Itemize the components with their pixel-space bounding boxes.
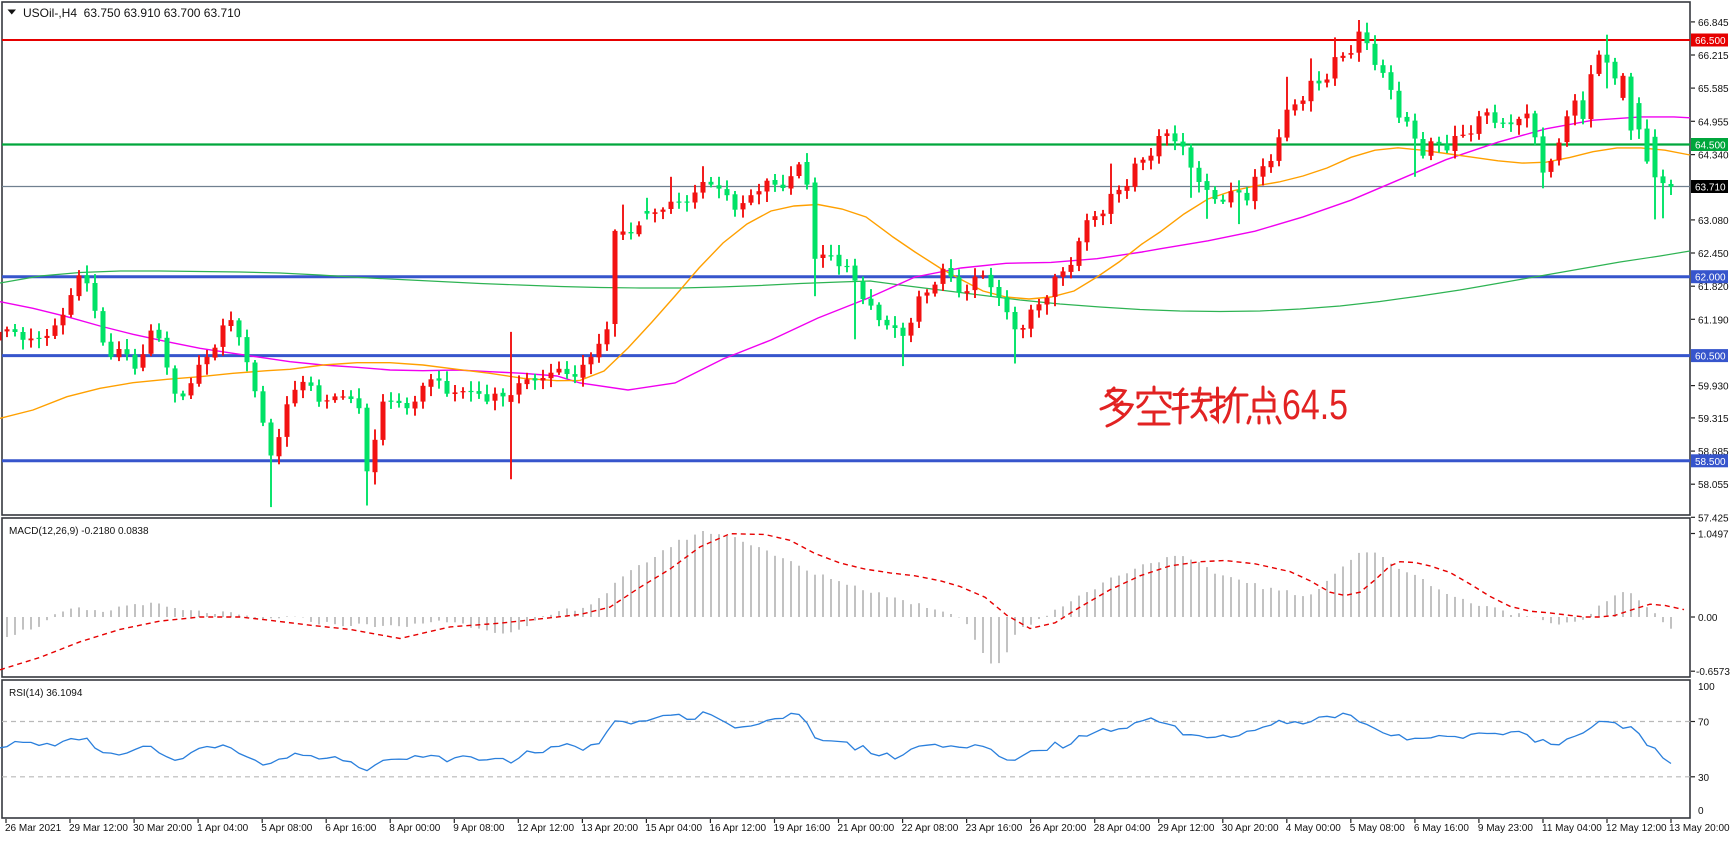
svg-text:8 Apr 00:00: 8 Apr 00:00 [389,823,441,834]
svg-text:6 Apr 16:00: 6 Apr 16:00 [325,823,377,834]
svg-text:22 Apr 08:00: 22 Apr 08:00 [902,823,959,834]
svg-text:61.190: 61.190 [1698,315,1729,326]
svg-text:63.710: 63.710 [1695,183,1726,194]
svg-text:26 Mar 2021: 26 Mar 2021 [5,823,62,834]
svg-text:13 May 20:00: 13 May 20:00 [1669,823,1730,834]
svg-text:5 May 08:00: 5 May 08:00 [1350,823,1405,834]
svg-text:-0.6573: -0.6573 [1696,667,1730,678]
svg-text:59.315: 59.315 [1698,414,1729,425]
svg-text:59.930: 59.930 [1698,382,1729,393]
svg-text:23 Apr 16:00: 23 Apr 16:00 [966,823,1023,834]
svg-text:57.425: 57.425 [1698,513,1729,524]
svg-text:63.080: 63.080 [1698,216,1729,227]
svg-text:1 Apr 04:00: 1 Apr 04:00 [197,823,249,834]
svg-text:21 Apr 00:00: 21 Apr 00:00 [838,823,895,834]
svg-text:13 Apr 20:00: 13 Apr 20:00 [581,823,638,834]
svg-text:MACD(12,26,9) -0.2180 0.0838: MACD(12,26,9) -0.2180 0.0838 [9,526,149,537]
svg-text:12 May 12:00: 12 May 12:00 [1606,823,1667,834]
svg-text:4 May 00:00: 4 May 00:00 [1286,823,1341,834]
svg-text:62.450: 62.450 [1698,249,1729,260]
svg-text:1.0497: 1.0497 [1698,530,1729,541]
svg-text:66.215: 66.215 [1698,51,1729,62]
svg-text:5 Apr 08:00: 5 Apr 08:00 [261,823,313,834]
svg-text:16 Apr 12:00: 16 Apr 12:00 [709,823,766,834]
svg-text:28 Apr 04:00: 28 Apr 04:00 [1094,823,1151,834]
svg-text:RSI(14) 36.1094: RSI(14) 36.1094 [9,688,83,699]
svg-text:USOil-,H4 63.750 63.910 63.70: USOil-,H4 63.750 63.910 63.700 63.710 [23,6,241,20]
svg-text:0: 0 [1698,806,1704,817]
svg-text:30 Apr 20:00: 30 Apr 20:00 [1222,823,1279,834]
svg-text:26 Apr 20:00: 26 Apr 20:00 [1030,823,1087,834]
svg-text:61.820: 61.820 [1698,282,1729,293]
svg-text:64.340: 64.340 [1698,151,1729,162]
svg-text:100: 100 [1698,682,1715,693]
svg-text:65.585: 65.585 [1698,84,1729,95]
svg-text:64.500: 64.500 [1695,141,1726,152]
svg-text:64.5: 64.5 [1282,381,1348,429]
svg-text:29 Mar 12:00: 29 Mar 12:00 [69,823,128,834]
svg-text:58.500: 58.500 [1695,457,1726,468]
svg-text:60.500: 60.500 [1695,352,1726,363]
svg-text:64.955: 64.955 [1698,117,1729,128]
svg-text:70: 70 [1698,718,1710,729]
svg-text:58.055: 58.055 [1698,480,1729,491]
svg-text:58.685: 58.685 [1698,447,1729,458]
svg-text:9 May 23:00: 9 May 23:00 [1478,823,1533,834]
svg-text:19 Apr 16:00: 19 Apr 16:00 [774,823,831,834]
svg-text:30: 30 [1698,773,1710,784]
svg-text:0.00: 0.00 [1698,613,1718,624]
svg-text:30 Mar 20:00: 30 Mar 20:00 [133,823,192,834]
svg-text:66.500: 66.500 [1695,36,1726,47]
svg-text:12 Apr 12:00: 12 Apr 12:00 [517,823,574,834]
svg-text:62.000: 62.000 [1695,273,1726,284]
svg-text:66.845: 66.845 [1698,18,1729,29]
svg-text:11 May 04:00: 11 May 04:00 [1542,823,1602,834]
svg-text:15 Apr 04:00: 15 Apr 04:00 [645,823,702,834]
svg-text:6 May 16:00: 6 May 16:00 [1414,823,1469,834]
svg-text:29 Apr 12:00: 29 Apr 12:00 [1158,823,1215,834]
svg-text:9 Apr 08:00: 9 Apr 08:00 [453,823,505,834]
